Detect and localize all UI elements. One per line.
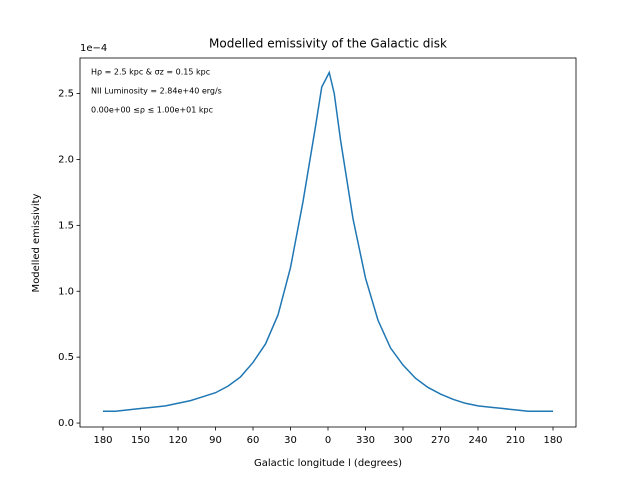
x-tick-label: 300	[393, 435, 412, 446]
line	[103, 70, 553, 412]
x-tick-label: 30	[284, 435, 297, 446]
annotation: NII Luminosity = 2.84e+40 erg/s	[91, 87, 222, 96]
y-tick-label: 1.5	[58, 220, 74, 231]
x-axis-label: Galactic longitude l (degrees)	[254, 458, 402, 469]
x-tick-label: 150	[131, 435, 150, 446]
y-axis-label: Modelled emissivity	[31, 193, 42, 292]
x-tick-label: 270	[431, 435, 450, 446]
y-offset-text: 1e−4	[80, 43, 107, 54]
x-tick-label: 60	[247, 435, 260, 446]
x-tick-label: 330	[356, 435, 375, 446]
y-tick-label: 2.5	[58, 89, 74, 100]
x-tick-label: 180	[93, 435, 112, 446]
x-tick-label: 120	[168, 435, 187, 446]
y-tick-label: 1.0	[58, 286, 74, 297]
chart-title: Modelled emissivity of the Galactic disk	[209, 37, 447, 51]
x-tick-label: 180	[543, 435, 562, 446]
annotation: 0.00e+00 ≤ρ ≤ 1.00e+01 kpc	[91, 106, 213, 115]
x-tick-label: 210	[506, 435, 525, 446]
y-tick-label: 0.5	[58, 352, 74, 363]
plot-frame	[79, 57, 577, 428]
annotation: Hρ = 2.5 kpc & σz = 0.15 kpc	[91, 68, 210, 77]
x-tick-label: 0	[325, 435, 331, 446]
x-tick-label: 240	[468, 435, 487, 446]
y-tick-label: 0.0	[58, 418, 74, 429]
x-tick-label: 90	[209, 435, 222, 446]
y-tick-label: 2.0	[58, 154, 74, 165]
